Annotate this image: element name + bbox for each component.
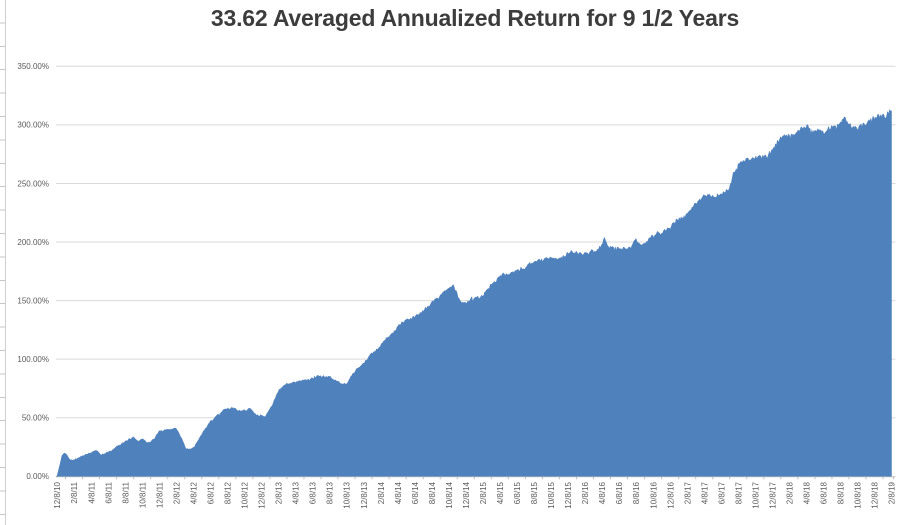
x-axis-tick-label: 4/8/16 [598, 481, 607, 504]
x-axis-tick-label: 2/8/17 [683, 481, 692, 504]
x-axis-tick-label: 10/8/14 [445, 481, 454, 508]
chart-area: 33.62 Averaged Annualized Return for 9 1… [6, 0, 899, 525]
x-axis-tick-label: 8/8/18 [837, 481, 846, 504]
x-axis-tick-label: 10/8/15 [547, 481, 556, 508]
x-axis-tick-label: 2/8/19 [888, 481, 897, 504]
x-axis-tick-label: 2/8/11 [70, 481, 79, 503]
y-axis-tick-label: 100.00% [17, 355, 49, 364]
x-axis-tick-label: 4/8/15 [496, 481, 505, 504]
x-axis-tick-label: 6/8/13 [309, 481, 318, 504]
x-axis-tick-label: 4/8/14 [394, 481, 403, 504]
y-axis-tick-label: 0.00% [26, 472, 49, 481]
y-axis-tick-label: 150.00% [17, 296, 49, 305]
x-axis-tick-label: 12/8/13 [360, 481, 369, 508]
x-axis-tick-label: 4/8/13 [292, 481, 301, 504]
x-axis-tick-label: 8/8/14 [428, 481, 437, 504]
x-axis-tick-label: 8/8/16 [632, 481, 641, 504]
x-axis-tick-label: 8/8/12 [224, 481, 233, 504]
x-axis-tick-label: 4/8/18 [803, 481, 812, 504]
x-axis-tick-label: 2/8/15 [479, 481, 488, 504]
x-axis-tick-label: 8/8/15 [530, 481, 539, 504]
x-axis-tick-label: 6/8/18 [820, 481, 829, 504]
x-axis-tick-label: 8/8/11 [121, 481, 130, 503]
y-axis-tick-label: 300.00% [17, 121, 49, 130]
x-axis-tick-label: 10/8/17 [751, 481, 760, 508]
y-axis-tick-label: 50.00% [22, 414, 49, 423]
area-plot: 0.00% 50.00% 100.00% 150.00% 200.00% 250.00% 3… [17, 62, 897, 509]
x-axis-tick-label: 6/8/17 [717, 481, 726, 504]
x-axis-tick-label: 12/8/11 [155, 481, 164, 508]
chart-title: 33.62 Averaged Annualized Return for 9 1… [210, 5, 740, 31]
x-axis-tick-label: 4/8/17 [700, 481, 709, 504]
x-axis-tick-label: 4/8/12 [189, 481, 198, 504]
y-axis-tick-label: 250.00% [17, 179, 49, 188]
y-axis-tick-label: 350.00% [17, 62, 49, 71]
x-axis-tick-label: 6/8/12 [206, 481, 215, 504]
x-axis-tick-label: 12/8/10 [53, 481, 62, 508]
x-axis-tick-label: 10/8/18 [854, 481, 863, 508]
x-axis-tick-label: 12/8/14 [462, 481, 471, 508]
x-axis-tick-label: 12/8/18 [871, 481, 880, 508]
x-axis-tick-label: 10/8/13 [343, 481, 352, 508]
x-axis-tick-label: 8/8/13 [326, 481, 335, 504]
x-axis-tick-label: 4/8/11 [87, 481, 96, 503]
x-axis-tick-label: 12/8/16 [666, 481, 675, 508]
x-axis-tick-label: 12/8/12 [258, 481, 267, 508]
x-axis-tick-label: 6/8/15 [513, 481, 522, 504]
x-axis-tick-label: 6/8/16 [615, 481, 624, 504]
x-axis-tick-label: 2/8/18 [786, 481, 795, 504]
x-axis-tick-label: 12/8/17 [768, 481, 777, 508]
x-axis-tick-label: 10/8/16 [649, 481, 658, 508]
y-axis-tick-label: 200.00% [17, 238, 49, 247]
x-axis-tick-label: 12/8/15 [564, 481, 573, 508]
x-axis-tick-label: 10/8/12 [241, 481, 250, 508]
x-axis-tick-label: 10/8/11 [138, 481, 147, 508]
x-axis-tick-label: 2/8/13 [275, 481, 284, 504]
return-area-series [56, 109, 892, 477]
x-axis-tick-label: 8/8/17 [734, 481, 743, 504]
x-axis-tick-label: 6/8/14 [411, 481, 420, 504]
x-axis-tick-label: 2/8/12 [172, 481, 181, 504]
x-axis-tick-label: 2/8/16 [581, 481, 590, 504]
spreadsheet-edge-strip [0, 0, 6, 525]
x-axis-tick-label: 2/8/14 [377, 481, 386, 504]
x-axis-tick-label: 6/8/11 [104, 481, 113, 503]
